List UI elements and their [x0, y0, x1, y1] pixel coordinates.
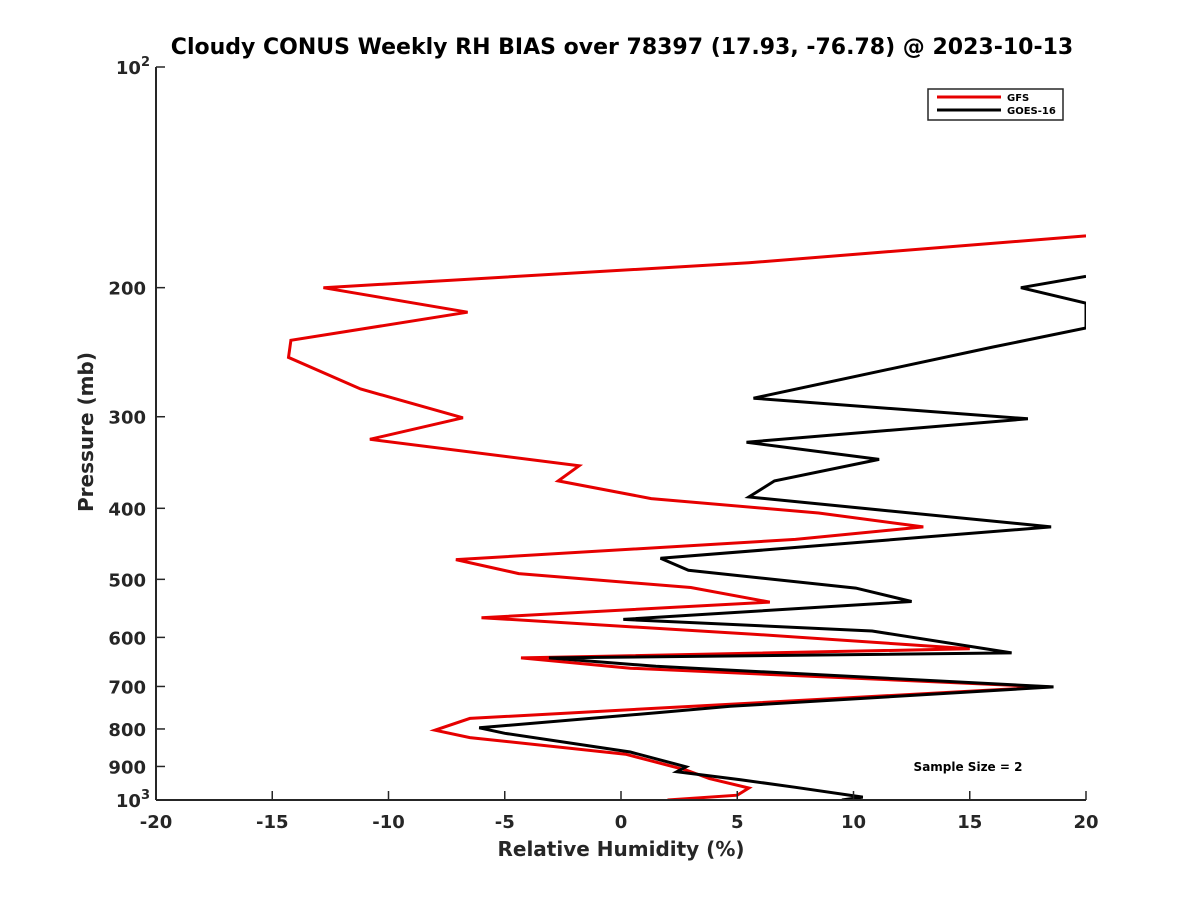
- legend: GFS GOES-16: [927, 88, 1064, 121]
- legend-box: [927, 88, 1064, 121]
- x-tick-label: 15: [957, 812, 982, 833]
- ticks-layer: -20 -15 -10 -5 0 5 10 15 20 102 200 300 400 500 600 700…: [108, 55, 1098, 833]
- x-tick-label: 10: [841, 812, 866, 833]
- axes-layer: [155, 67, 1086, 801]
- series-layer: [286, 234, 1086, 800]
- y-tick-label: 700: [108, 677, 146, 698]
- y-axis-label: Pressure (mb): [74, 352, 98, 512]
- y-tick-label: 600: [108, 628, 146, 649]
- y-tick-label: 102: [116, 55, 150, 79]
- y-tick-label: 200: [108, 279, 146, 300]
- series-line-goes-16: [478, 274, 1086, 800]
- x-tick-label: 0: [615, 812, 628, 833]
- x-tick-label: -10: [372, 812, 405, 833]
- y-tick-label: 300: [108, 408, 146, 429]
- y-tick-label: 400: [108, 499, 146, 520]
- x-axis-label: Relative Humidity (%): [497, 837, 744, 861]
- x-tick-label: 5: [731, 812, 744, 833]
- series-line-gfs: [286, 234, 1086, 800]
- x-tick-label: -5: [495, 812, 515, 833]
- legend-label-gfs: GFS: [1007, 93, 1029, 104]
- legend-label-goes-16: GOES-16: [1007, 106, 1056, 117]
- sample-size-annotation: Sample Size = 2: [914, 760, 1023, 774]
- y-tick-label: 800: [108, 720, 146, 741]
- y-tick-label: 500: [108, 570, 146, 591]
- chart-title: Cloudy CONUS Weekly RH BIAS over 78397 (…: [171, 35, 1073, 60]
- x-tick-label: 20: [1073, 812, 1098, 833]
- y-tick-label: 900: [108, 757, 146, 778]
- x-tick-label: -15: [256, 812, 289, 833]
- x-tick-label: -20: [140, 812, 173, 833]
- y-tick-label: 103: [116, 788, 150, 812]
